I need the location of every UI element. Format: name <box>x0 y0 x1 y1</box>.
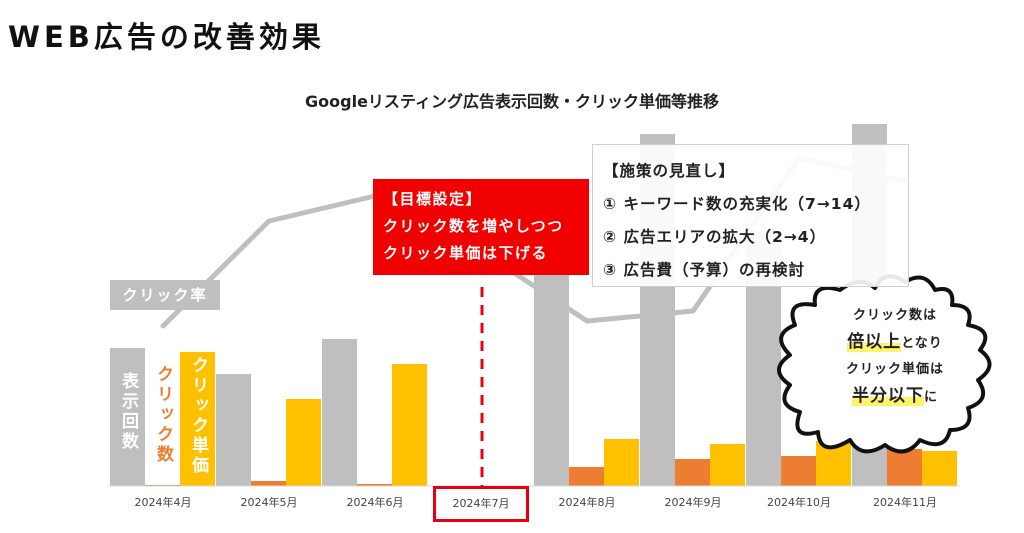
callout-highlight-half: 半分以下 <box>851 386 924 406</box>
goal-line-1: クリック数を増やしつつ <box>383 217 564 235</box>
x-axis-label: 2024年5月 <box>240 496 298 509</box>
bar-clicks <box>569 467 604 486</box>
review-heading: 【施策の見直し】 <box>603 162 736 180</box>
review-item-1: ① キーワード数の充実化（7→14） <box>603 195 871 213</box>
chart-title: Googleリスティング広告表示回数・クリック単価等推移 <box>305 92 719 111</box>
callout-line-3: クリック単価は <box>845 362 944 377</box>
measures-review-box: 【施策の見直し】 ① キーワード数の充実化（7→14） ② 広告エリアの拡大（2… <box>592 144 909 287</box>
goal-heading: 【目標設定】 <box>383 190 483 208</box>
bar-cpc <box>180 352 215 486</box>
bar-clicks <box>251 481 286 486</box>
goal-line-2: クリック単価は下げる <box>383 244 549 262</box>
bar-impressions <box>216 374 251 486</box>
review-item-2: ② 広告エリアの拡大（2→4） <box>603 228 827 246</box>
bar-cpc <box>604 439 639 486</box>
x-axis-label: 2024年7月 <box>433 486 529 522</box>
callout-line-1: クリック数は <box>852 308 937 323</box>
legend-impressions-label: 表示回数 <box>118 372 138 452</box>
bar-cpc <box>922 451 957 486</box>
bar-clicks <box>357 484 392 486</box>
bar-impressions <box>322 339 357 486</box>
bar-clicks <box>781 456 816 486</box>
bar-cpc <box>392 364 427 486</box>
x-axis-label: 2024年11月 <box>873 496 937 509</box>
bar-clicks <box>675 459 710 486</box>
x-axis-label: 2024年4月 <box>134 496 192 509</box>
bar-impressions <box>110 348 145 486</box>
callout-line-2: 倍以上となり <box>820 329 970 357</box>
page-title: WEB広告の改善効果 <box>8 20 325 54</box>
legend-cpc-label: クリック単価 <box>188 356 208 476</box>
callout-line-4-rest: に <box>923 390 938 405</box>
callout-line-2-rest: となり <box>901 336 943 351</box>
burst-callout-shape <box>777 274 992 454</box>
legend-clicks-label: クリック数 <box>153 365 173 465</box>
bar-cpc <box>710 444 745 486</box>
bar-clicks <box>887 449 922 486</box>
goal-setting-box: 【目標設定】 クリック数を増やしつつ クリック単価は下げる <box>373 179 589 275</box>
x-axis-label: 2024年6月 <box>346 496 404 509</box>
legend-ctr-label: クリック率 <box>110 280 220 310</box>
x-axis-label: 2024年8月 <box>558 496 616 509</box>
x-axis-label: 2024年10月 <box>767 496 831 509</box>
bar-cpc <box>286 399 321 486</box>
callout-highlight-double: 倍以上 <box>847 332 902 352</box>
callout-line-4: 半分以下に <box>820 383 970 411</box>
x-axis-label: 2024年9月 <box>664 496 722 509</box>
burst-callout-text: クリック数は 倍以上となり クリック単価は 半分以下に <box>820 303 970 411</box>
review-item-3: ③ 広告費（予算）の再検討 <box>603 261 806 279</box>
